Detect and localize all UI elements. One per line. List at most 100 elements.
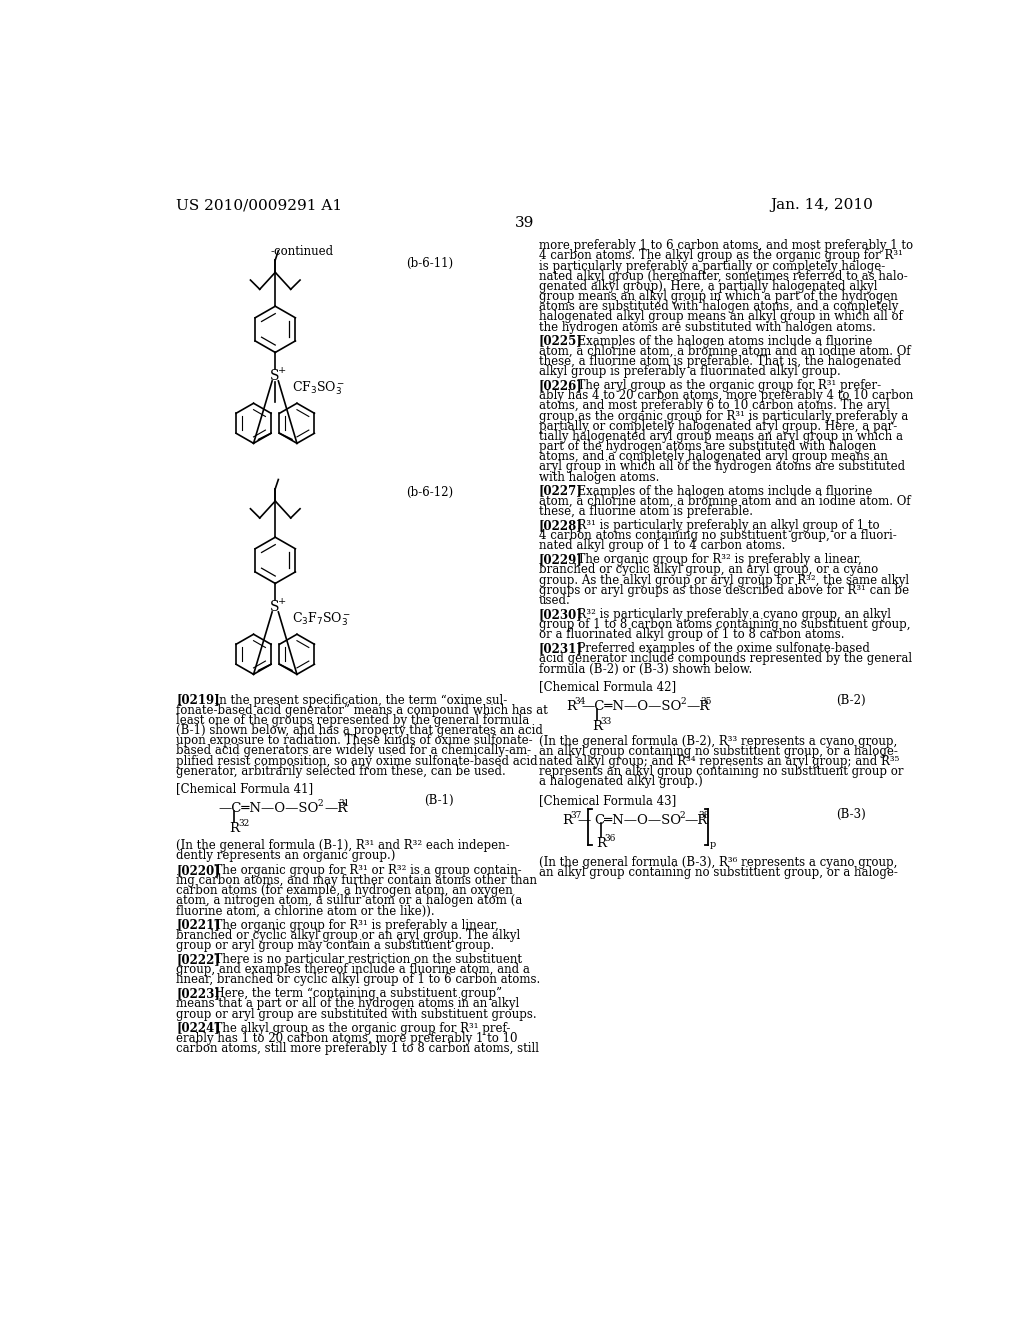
- Text: 31: 31: [338, 799, 349, 808]
- Text: [0220]: [0220]: [176, 863, 220, 876]
- Text: —C═N—O—SO: —C═N—O—SO: [582, 700, 682, 713]
- Text: R: R: [229, 822, 240, 836]
- Text: is particularly preferably a partially or completely haloge-: is particularly preferably a partially o…: [539, 260, 885, 272]
- Text: groups or aryl groups as those described above for R³¹ can be: groups or aryl groups as those described…: [539, 583, 909, 597]
- Text: branched or cyclic alkyl group, an aryl group, or a cyano: branched or cyclic alkyl group, an aryl …: [539, 564, 878, 577]
- Text: [0219]: [0219]: [176, 693, 220, 706]
- Text: alkyl group is preferably a fluorinated alkyl group.: alkyl group is preferably a fluorinated …: [539, 366, 841, 378]
- Text: (In the general formula (B-1), R³¹ and R³² each indepen-: (In the general formula (B-1), R³¹ and R…: [176, 840, 510, 851]
- Text: C$_3$F$_7$SO$_3^-$: C$_3$F$_7$SO$_3^-$: [292, 610, 351, 628]
- Text: branched or cyclic alkyl group or an aryl group. The alkyl: branched or cyclic alkyl group or an ary…: [176, 929, 520, 941]
- Text: R: R: [562, 814, 572, 826]
- Text: the hydrogen atoms are substituted with halogen atoms.: the hydrogen atoms are substituted with …: [539, 321, 876, 334]
- Text: -continued: -continued: [270, 246, 334, 259]
- Text: [0224]: [0224]: [176, 1022, 220, 1035]
- Text: (B-2): (B-2): [837, 694, 866, 706]
- Text: Examples of the halogen atoms include a fluorine: Examples of the halogen atoms include a …: [569, 334, 872, 347]
- Text: formula (B-2) or (B-3) shown below.: formula (B-2) or (B-3) shown below.: [539, 663, 752, 676]
- Text: nated alkyl group of 1 to 4 carbon atoms.: nated alkyl group of 1 to 4 carbon atoms…: [539, 540, 785, 552]
- Text: group of 1 to 8 carbon atoms containing no substituent group,: group of 1 to 8 carbon atoms containing …: [539, 618, 910, 631]
- Text: S: S: [270, 368, 280, 383]
- Text: 38: 38: [698, 810, 710, 820]
- Text: The aryl group as the organic group for R³¹ prefer-: The aryl group as the organic group for …: [569, 379, 881, 392]
- Text: The organic group for R³² is preferably a linear,: The organic group for R³² is preferably …: [569, 553, 861, 566]
- Text: 37: 37: [570, 810, 582, 820]
- Text: —: —: [578, 814, 591, 826]
- Text: atom, a nitrogen atom, a sulfur atom or a halogen atom (a: atom, a nitrogen atom, a sulfur atom or …: [176, 895, 522, 907]
- Text: upon exposure to radiation. These kinds of oxime sulfonate-: upon exposure to radiation. These kinds …: [176, 734, 532, 747]
- Text: halogenated alkyl group means an alkyl group in which all of: halogenated alkyl group means an alkyl g…: [539, 310, 902, 323]
- Text: R³¹ is particularly preferably an alkyl group of 1 to: R³¹ is particularly preferably an alkyl …: [569, 519, 880, 532]
- Text: an alkyl group containing no substituent group, or a haloge-: an alkyl group containing no substituent…: [539, 866, 898, 879]
- Text: (B-3): (B-3): [836, 808, 866, 821]
- Text: [0231]: [0231]: [539, 643, 583, 655]
- Text: based acid generators are widely used for a chemically-am-: based acid generators are widely used fo…: [176, 744, 531, 758]
- Text: +: +: [278, 367, 286, 375]
- Text: —R: —R: [684, 814, 708, 826]
- Text: carbon atoms, still more preferably 1 to 8 carbon atoms, still: carbon atoms, still more preferably 1 to…: [176, 1041, 539, 1055]
- Text: Examples of the halogen atoms include a fluorine: Examples of the halogen atoms include a …: [569, 484, 872, 498]
- Text: dently represents an organic group.): dently represents an organic group.): [176, 849, 395, 862]
- Text: —C═N—O—SO: —C═N—O—SO: [219, 803, 319, 814]
- Text: R: R: [592, 719, 602, 733]
- Text: fluorine atom, a chlorine atom or the like)).: fluorine atom, a chlorine atom or the li…: [176, 904, 434, 917]
- Text: atom, a chlorine atom, a bromine atom and an iodine atom. Of: atom, a chlorine atom, a bromine atom an…: [539, 495, 910, 508]
- Text: tially halogenated aryl group means an aryl group in which a: tially halogenated aryl group means an a…: [539, 430, 903, 444]
- Text: 35: 35: [700, 697, 713, 706]
- Text: R³² is particularly preferably a cyano group, an alkyl: R³² is particularly preferably a cyano g…: [569, 609, 891, 620]
- Text: partially or completely halogenated aryl group. Here, a par-: partially or completely halogenated aryl…: [539, 420, 897, 433]
- Text: Here, the term “containing a substituent group”: Here, the term “containing a substituent…: [207, 987, 502, 1001]
- Text: fonate-based acid generator” means a compound which has at: fonate-based acid generator” means a com…: [176, 704, 548, 717]
- Text: ably has 4 to 20 carbon atoms, more preferably 4 to 10 carbon: ably has 4 to 20 carbon atoms, more pref…: [539, 389, 913, 403]
- Text: [0223]: [0223]: [176, 987, 220, 1001]
- Text: group as the organic group for R³¹ is particularly preferably a: group as the organic group for R³¹ is pa…: [539, 409, 908, 422]
- Text: erably has 1 to 20 carbon atoms, more preferably 1 to 10: erably has 1 to 20 carbon atoms, more pr…: [176, 1032, 517, 1044]
- Text: —R: —R: [324, 803, 347, 814]
- Text: (In the general formula (B-3), R³⁶ represents a cyano group,: (In the general formula (B-3), R³⁶ repre…: [539, 857, 897, 870]
- Text: generator, arbitrarily selected from these, can be used.: generator, arbitrarily selected from the…: [176, 764, 506, 777]
- Text: [Chemical Formula 42]: [Chemical Formula 42]: [539, 681, 676, 693]
- Text: group or aryl group may contain a substituent group.: group or aryl group may contain a substi…: [176, 939, 495, 952]
- Text: [Chemical Formula 43]: [Chemical Formula 43]: [539, 795, 676, 808]
- Text: (In the general formula (B-2), R³³ represents a cyano group,: (In the general formula (B-2), R³³ repre…: [539, 734, 897, 747]
- Text: least one of the groups represented by the general formula: least one of the groups represented by t…: [176, 714, 529, 727]
- Text: —R: —R: [687, 700, 710, 713]
- Text: means that a part or all of the hydrogen atoms in an alkyl: means that a part or all of the hydrogen…: [176, 998, 519, 1010]
- Text: represents an alkyl group containing no substituent group or: represents an alkyl group containing no …: [539, 766, 903, 777]
- Text: Preferred examples of the oxime sulfonate-based: Preferred examples of the oxime sulfonat…: [569, 643, 869, 655]
- Text: used.: used.: [539, 594, 570, 607]
- Text: nated alkyl group; and R³⁴ represents an aryl group; and R³⁵: nated alkyl group; and R³⁴ represents an…: [539, 755, 899, 768]
- Text: [0222]: [0222]: [176, 953, 220, 966]
- Text: Jan. 14, 2010: Jan. 14, 2010: [771, 198, 873, 213]
- Text: C═N—O—SO: C═N—O—SO: [594, 814, 681, 826]
- Text: these, a fluorine atom is preferable. That is, the halogenated: these, a fluorine atom is preferable. Th…: [539, 355, 901, 368]
- Text: 2: 2: [681, 697, 686, 706]
- Text: more preferably 1 to 6 carbon atoms, and most preferably 1 to: more preferably 1 to 6 carbon atoms, and…: [539, 239, 912, 252]
- Text: 33: 33: [601, 717, 612, 726]
- Text: group or aryl group are substituted with substituent groups.: group or aryl group are substituted with…: [176, 1007, 537, 1020]
- Text: group. As the alkyl group or aryl group for R³², the same alkyl: group. As the alkyl group or aryl group …: [539, 574, 909, 586]
- Text: with halogen atoms.: with halogen atoms.: [539, 470, 659, 483]
- Text: The organic group for R³¹ is preferably a linear,: The organic group for R³¹ is preferably …: [207, 919, 499, 932]
- Text: [0226]: [0226]: [539, 379, 583, 392]
- Text: nated alkyl group (hereinafter, sometimes referred to as halo-: nated alkyl group (hereinafter, sometime…: [539, 269, 907, 282]
- Text: 2: 2: [317, 799, 324, 808]
- Text: an alkyl group containing no substituent group, or a haloge-: an alkyl group containing no substituent…: [539, 744, 898, 758]
- Text: [0230]: [0230]: [539, 609, 583, 620]
- Text: atoms, and a completely halogenated aryl group means an: atoms, and a completely halogenated aryl…: [539, 450, 888, 463]
- Text: 2: 2: [679, 810, 685, 820]
- Text: linear, branched or cyclic alkyl group of 1 to 6 carbon atoms.: linear, branched or cyclic alkyl group o…: [176, 973, 541, 986]
- Text: (B-1) shown below, and has a property that generates an acid: (B-1) shown below, and has a property th…: [176, 725, 543, 737]
- Text: [Chemical Formula 41]: [Chemical Formula 41]: [176, 783, 313, 796]
- Text: [0228]: [0228]: [539, 519, 583, 532]
- Text: 39: 39: [515, 216, 535, 230]
- Text: genated alkyl group). Here, a partially halogenated alkyl: genated alkyl group). Here, a partially …: [539, 280, 878, 293]
- Text: (b-6-12): (b-6-12): [407, 486, 454, 499]
- Text: US 2010/0009291 A1: US 2010/0009291 A1: [176, 198, 342, 213]
- Text: R: R: [566, 700, 575, 713]
- Text: [0229]: [0229]: [539, 553, 583, 566]
- Text: 34: 34: [574, 697, 586, 706]
- Text: ing carbon atoms, and may further contain atoms other than: ing carbon atoms, and may further contai…: [176, 874, 537, 887]
- Text: The alkyl group as the organic group for R³¹ pref-: The alkyl group as the organic group for…: [207, 1022, 510, 1035]
- Text: 32: 32: [238, 818, 249, 828]
